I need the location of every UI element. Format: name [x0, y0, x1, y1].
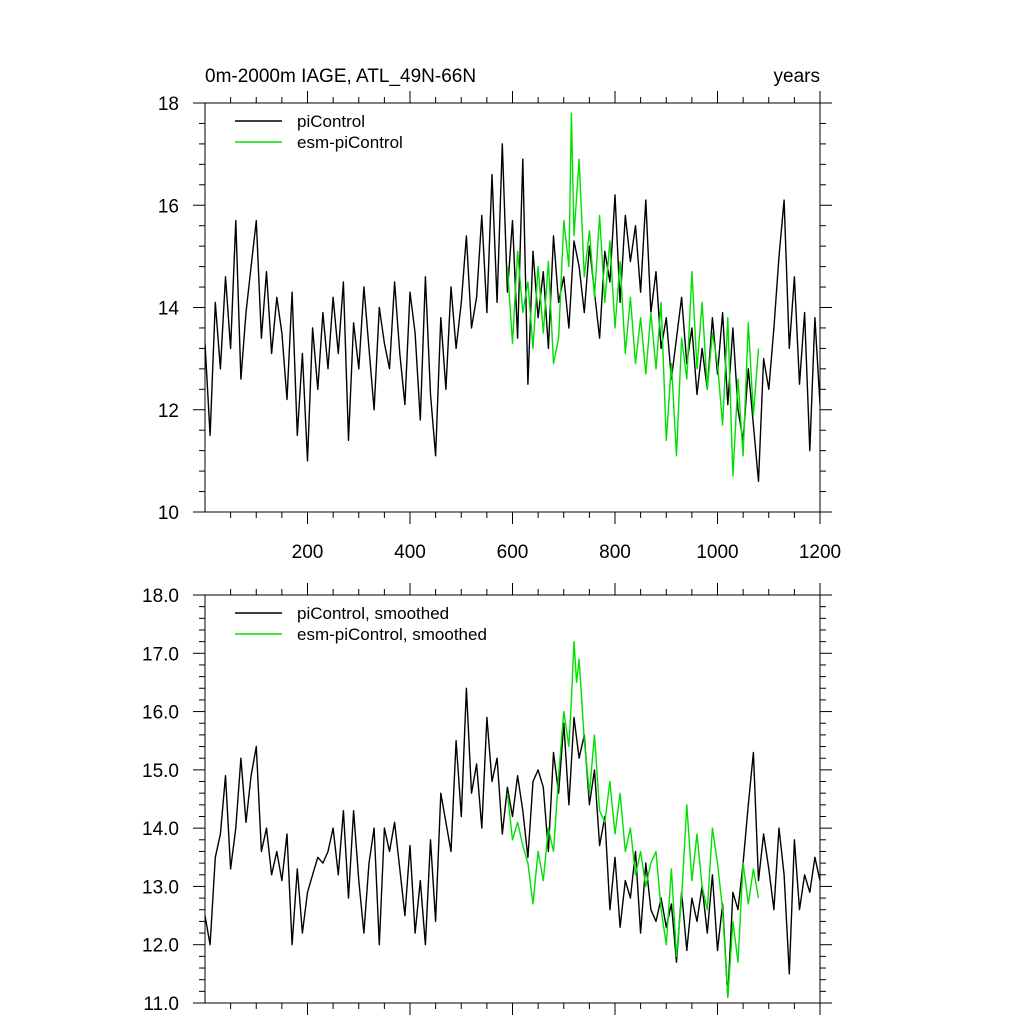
series-line-picontrol — [205, 687, 820, 998]
x-tick-label: 1000 — [696, 542, 738, 563]
legend-label: piControl, smoothed — [297, 604, 449, 623]
top-panel: 10 12 14 16 18 200 400 600 800 1000 1200 0m-2000m I… — [158, 66, 841, 563]
x-tick-label: 1200 — [799, 542, 841, 563]
series-line-esm-picontrol — [506, 640, 760, 998]
plot-frame — [204, 102, 821, 513]
y-tick-label: 17.0 — [142, 644, 179, 665]
x-tick-label: 200 — [292, 542, 324, 563]
y-tick-label: 12 — [158, 401, 179, 422]
y-tick-label: 16.0 — [142, 703, 179, 724]
y-tick-label: 15.0 — [142, 761, 179, 782]
y-tick-label: 16 — [158, 196, 179, 217]
legend-label: piControl — [297, 112, 365, 131]
y-tick-label: 14 — [158, 299, 180, 320]
chart-title: 0m-2000m IAGE, ATL_49N-66N — [205, 66, 476, 87]
y-tick-label: 11.0 — [143, 994, 179, 1015]
y-tick-label: 14.0 — [142, 819, 179, 840]
y-tick-label: 13.0 — [142, 877, 179, 898]
legend-label: esm-piControl — [297, 133, 403, 152]
x-tick-label: 400 — [394, 542, 426, 563]
series-line-picontrol — [205, 143, 820, 482]
y-tick-label: 18.0 — [142, 586, 179, 607]
y-tick-label: 10 — [158, 503, 179, 524]
x-tick-label: 600 — [497, 542, 529, 563]
legend-label: esm-piControl, smoothed — [297, 625, 487, 644]
x-tick-label: 800 — [599, 542, 631, 563]
chart-units-label: years — [774, 66, 820, 87]
y-tick-label: 12.0 — [142, 936, 179, 957]
plot-frame — [204, 594, 821, 1004]
y-tick-label: 18 — [158, 94, 179, 115]
series-line-esm-picontrol — [506, 112, 760, 477]
bottom-panel: 11.0 12.0 13.0 14.0 15.0 16.0 17.0 18.0 piContro… — [142, 583, 832, 1015]
